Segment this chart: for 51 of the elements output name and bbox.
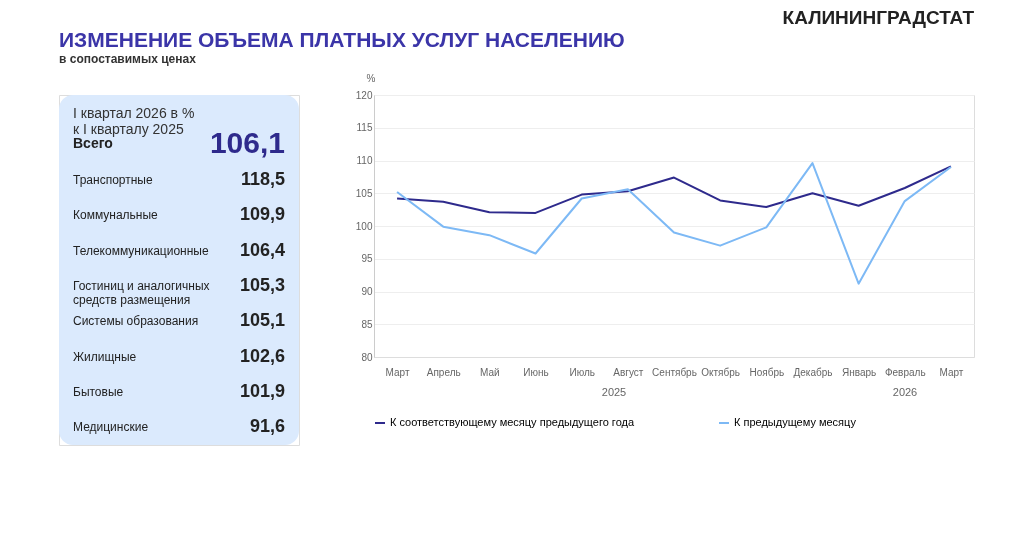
line-series [396,162,952,285]
x-tick-label: Ноябрь [749,366,785,378]
y-tick-label: 100 [355,220,373,232]
y-tick-label: 90 [361,286,373,297]
text: КАЛИНИНГРАДСТАТ [782,7,975,28]
category-label: Системы образования [73,314,199,329]
text: в сопоставимых ценах [59,52,197,66]
y-tick-label: 85 [361,318,373,330]
text: 106,4 [239,239,285,260]
category-label: Бытовые [73,384,124,399]
x-tick-label: Март [385,366,410,378]
y-tick-label: 120 [355,89,373,101]
category-label: Всего [73,135,113,152]
text: 118,5 [240,168,285,189]
text: 106,1 [209,126,285,160]
category-label: Жилищные [73,349,137,364]
x-tick-label: Май [480,366,500,378]
line-series [396,165,952,214]
x-tick-label: Январь [841,366,877,378]
text: 105,1 [239,310,285,331]
x-tick-label: Апрель [426,366,461,378]
category-label: Коммунальные [73,208,159,223]
text: 2025 [601,386,627,398]
y-tick-label: 110 [356,155,373,166]
category-label: Гостиниц и аналогичных средств размещения [73,278,210,307]
x-tick-label: Октябрь [701,366,741,378]
x-tick-label: Март [939,366,964,378]
text: ИЗМЕНЕНИЕ ОБЪЕМА ПЛАТНЫХ УСЛУГ НАСЕЛЕНИЮ [59,28,625,51]
x-tick-label: Сентябрь [652,366,697,378]
x-tick-label: Июль [569,366,595,378]
x-tick-label: Февраль [884,366,926,378]
y-tick-label: 105 [355,187,373,199]
text: 91,6 [249,416,285,437]
legend-label: К соответствующему месяцу предыдущего года [390,416,635,428]
x-tick-label: Декабрь [793,366,833,378]
text: 101,9 [239,380,285,401]
x-tick-label: Июнь [523,366,549,378]
text: I квартал 2026 в % к I кварталу 2025 [73,105,195,137]
y-axis-title: % [366,72,376,84]
text: 109,9 [239,204,285,225]
text: 102,6 [239,345,285,366]
y-tick-label: 115 [356,122,373,134]
category-label: Телекоммуникационные [73,243,209,258]
y-tick-label: 80 [361,351,373,363]
category-label: Транспортные [73,172,153,187]
y-tick-label: 95 [361,253,373,265]
x-tick-label: Август [613,366,644,378]
text: 105,3 [239,274,285,295]
text: 2026 [892,386,918,398]
legend-label: К предыдущему месяцу [734,416,857,428]
category-label: Медицинские [73,420,149,435]
